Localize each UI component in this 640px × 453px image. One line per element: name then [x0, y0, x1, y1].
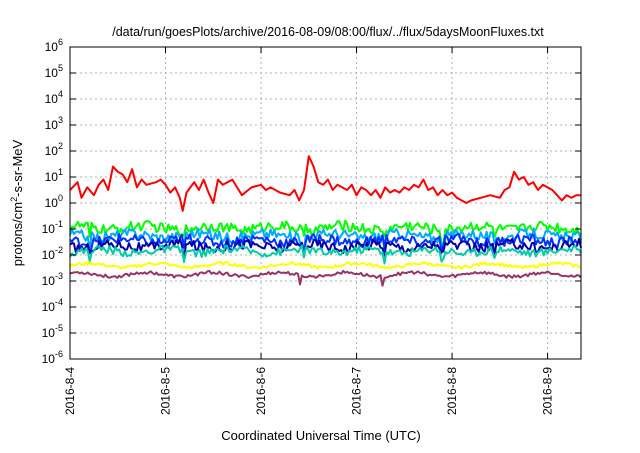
- chart-title: /data/run/goesPlots/archive/2016-08-09/0…: [112, 25, 544, 39]
- series-line-7: [69, 260, 582, 270]
- y-tick-label: 106: [45, 37, 63, 54]
- y-axis-label-pre: protons/cm: [10, 202, 25, 266]
- x-tick-label: 2016-8-6: [254, 367, 268, 415]
- series-line-5: [69, 237, 582, 261]
- y-ticks: 10-6 10-5 10-4 10-3 10-2 10-1 100 101 102 103 104 1…: [42, 37, 581, 366]
- x-tick-label: 2016-8-7: [350, 367, 364, 415]
- y-axis-label-post: -s-sr-MeV: [10, 139, 25, 196]
- x-tick-label: 2016-8-9: [541, 367, 555, 415]
- y-tick-label: 10-3: [42, 271, 63, 288]
- x-axis-label: Coordinated Universal Time (UTC): [221, 428, 420, 443]
- y-axis-label-sup: 2: [9, 197, 19, 202]
- y-tick-label: 10-6: [42, 349, 63, 366]
- y-tick-label: 103: [45, 115, 63, 132]
- y-tick-label: 10-2: [42, 245, 63, 262]
- series-line-8: [69, 269, 582, 287]
- y-axis-label: protons/cm2-s-sr-MeV: [9, 139, 25, 266]
- y-tick-label: 102: [45, 141, 63, 158]
- x-ticks: 2016-8-4 2016-8-5 2016-8-6 2016-8-7 2016-8-8…: [63, 47, 555, 415]
- y-tick-label: 101: [45, 167, 63, 184]
- y-tick-label: 104: [45, 89, 63, 106]
- series-group: [69, 155, 582, 287]
- x-tick-label: 2016-8-4: [63, 367, 77, 415]
- x-tick-label: 2016-8-5: [159, 367, 173, 415]
- y-tick-label: 10-1: [42, 219, 63, 236]
- x-tick-label: 2016-8-8: [445, 367, 459, 415]
- series-line-6: [69, 244, 582, 265]
- y-tick-label: 10-5: [42, 323, 63, 340]
- series-line-2: [69, 219, 582, 245]
- y-tick-label: 10-4: [42, 297, 63, 314]
- series-line-3: [69, 227, 582, 254]
- series-line-1: [69, 155, 581, 212]
- grid: [70, 47, 581, 359]
- y-tick-label: 100: [45, 193, 63, 210]
- y-tick-label: 105: [45, 63, 63, 80]
